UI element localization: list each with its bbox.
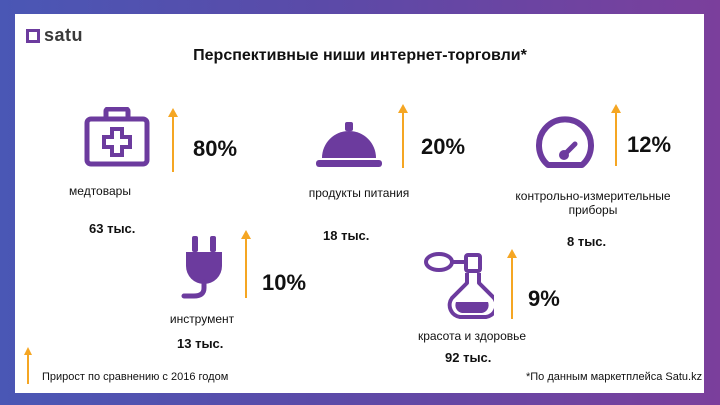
growth-percent: 20%	[421, 134, 466, 159]
satu-logo: satu	[26, 25, 83, 46]
category-count: 92 тыс.	[445, 350, 492, 365]
category-count: 63 тыс.	[89, 221, 136, 236]
growth-percent: 9%	[528, 286, 560, 311]
page-title: Перспективные ниши интернет-торговли*	[193, 47, 527, 64]
source-note: *По данным маркетплейса Satu.kz	[526, 371, 703, 383]
growth-arrow-icon	[611, 104, 621, 166]
growth-arrow-icon	[168, 108, 178, 172]
perfume-bottle-icon	[424, 252, 494, 319]
category-label: инструмент	[169, 312, 235, 326]
category-label: красота и здоровье	[417, 329, 527, 343]
logo-square-icon	[26, 28, 40, 43]
growth-arrow-icon	[507, 249, 517, 319]
category-label: медтовары	[69, 184, 131, 198]
category-label: контрольно-измерительные приборы	[515, 189, 671, 217]
content-card	[15, 14, 704, 393]
growth-percent: 10%	[262, 270, 307, 295]
growth-arrow-icon	[398, 104, 408, 168]
power-plug-icon	[181, 236, 222, 299]
gauge-icon	[536, 116, 594, 168]
category-count: 8 тыс.	[567, 234, 607, 249]
growth-percent: 80%	[193, 136, 238, 161]
logo-text: satu	[44, 25, 84, 45]
category-label: продукты питания	[308, 186, 410, 200]
category-count: 18 тыс.	[323, 228, 370, 243]
legend-text: Прирост по сравнению с 2016 годом	[42, 371, 229, 383]
food-cloche-icon	[316, 122, 382, 167]
first-aid-kit-icon	[84, 107, 150, 167]
growth-arrow-icon	[241, 230, 251, 298]
legend-arrow-icon	[24, 347, 32, 384]
category-count: 13 тыс.	[177, 336, 224, 351]
growth-percent: 12%	[627, 132, 672, 157]
